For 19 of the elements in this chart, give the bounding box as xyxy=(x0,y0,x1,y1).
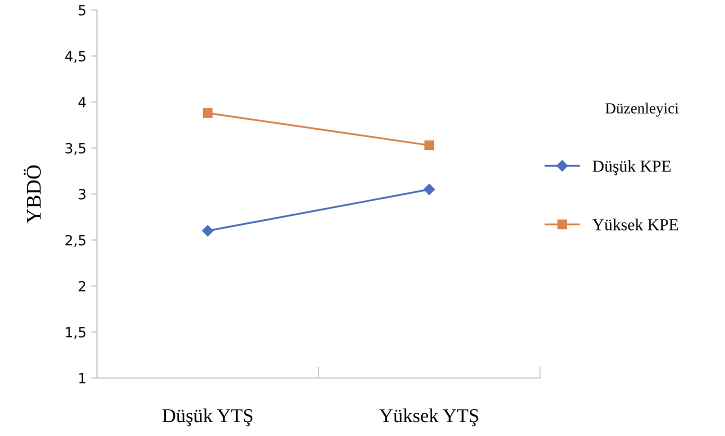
y-tick-label: 5 xyxy=(78,5,86,16)
y-tick-label: 4 xyxy=(78,97,86,108)
y-axis-title: YBDÖ xyxy=(24,165,41,224)
y-tick-label: 3,5 xyxy=(66,142,86,155)
y-tick-label: 1,5 xyxy=(66,327,86,339)
y-tick-label: 2,5 xyxy=(66,234,86,247)
point xyxy=(424,140,434,150)
point xyxy=(424,184,435,196)
y-tick-label: 2 xyxy=(78,280,86,292)
y-tick-label: 1 xyxy=(79,373,86,384)
x-tick-label: Düşük YTŞ xyxy=(162,408,252,426)
legend-label: Düşük KPE xyxy=(592,160,671,176)
legend-label: Yüksek KPE xyxy=(592,218,678,230)
y-tick-label: 3 xyxy=(78,188,86,200)
x-tick-label: Yüksek YTŞ xyxy=(379,408,478,426)
legend-title: Düzenleyici xyxy=(605,102,679,117)
point xyxy=(202,108,213,118)
y-tick-label: 4,5 xyxy=(65,51,86,63)
point xyxy=(202,225,214,236)
